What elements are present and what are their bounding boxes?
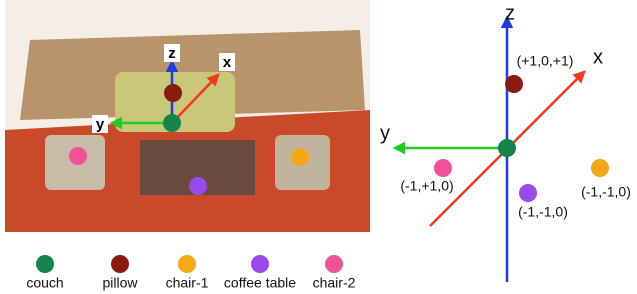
axis-label: y bbox=[380, 122, 390, 144]
object-dot bbox=[189, 177, 207, 195]
axis-label: x bbox=[223, 54, 232, 71]
point-label: (-1,-1,0) bbox=[581, 184, 631, 200]
object-dot bbox=[163, 114, 181, 132]
object-dot bbox=[164, 84, 182, 102]
axis-label: x bbox=[593, 46, 603, 68]
legend-label: pillow bbox=[102, 275, 138, 291]
point bbox=[591, 159, 609, 177]
legend: couch pillow chair-1 coffee table chair-2 bbox=[26, 255, 355, 291]
point bbox=[519, 184, 537, 202]
legend-dot bbox=[36, 255, 54, 273]
object-dot bbox=[69, 147, 87, 165]
point bbox=[505, 75, 523, 93]
object-dot bbox=[291, 148, 309, 166]
point-label: (+1,0,+1) bbox=[517, 53, 574, 69]
axis-label: y bbox=[96, 116, 105, 133]
point bbox=[498, 139, 516, 157]
legend-dot bbox=[178, 255, 196, 273]
figure: z x y z x y (+1,0,+1) (-1,+1,0) (-1,-1,0… bbox=[0, 0, 637, 294]
legend-label: chair-2 bbox=[313, 275, 356, 291]
diagram: z x y (+1,0,+1) (-1,+1,0) (-1,-1,0) (-1,… bbox=[380, 2, 631, 282]
point bbox=[434, 159, 452, 177]
axis-label: z bbox=[168, 45, 176, 62]
legend-label: couch bbox=[26, 275, 63, 291]
point-label: (-1,+1,0) bbox=[400, 178, 453, 194]
legend-dot bbox=[251, 255, 269, 273]
legend-dot bbox=[111, 255, 129, 273]
axis-label: z bbox=[505, 2, 515, 24]
legend-label: coffee table bbox=[224, 275, 296, 291]
scene: z x y bbox=[5, 0, 370, 232]
legend-label: chair-1 bbox=[166, 275, 209, 291]
legend-dot bbox=[325, 255, 343, 273]
point-label: (-1,-1,0) bbox=[518, 204, 568, 220]
